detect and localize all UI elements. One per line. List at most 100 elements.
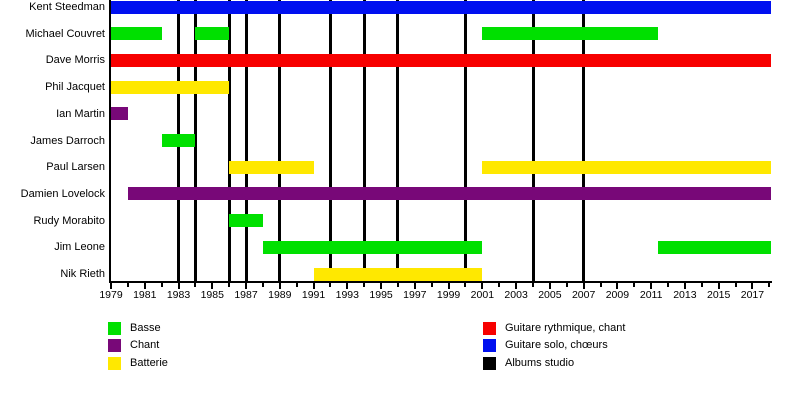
x-axis-major-tick — [650, 283, 653, 289]
legend-swatch-chant — [108, 339, 121, 353]
legend-swatch-guitare-rythmique — [483, 322, 496, 335]
album-studio-line — [582, 0, 586, 281]
x-axis-tick-label: 1985 — [200, 289, 224, 301]
legend-swatch-basse — [108, 322, 121, 335]
legend-item-chant: Chant — [108, 339, 408, 353]
album-studio-line — [193, 0, 197, 281]
legend-label: Chant — [130, 339, 160, 352]
x-axis-minor-tick — [228, 283, 231, 287]
member-bar-basse — [229, 214, 263, 228]
x-axis-tick-label: 1979 — [99, 289, 123, 301]
x-axis-major-tick — [143, 283, 146, 289]
x-axis-tick-label: 1987 — [234, 289, 258, 301]
member-label: Rudy Morabito — [33, 214, 105, 227]
album-studio-line — [531, 0, 535, 281]
member-bar-batterie — [229, 160, 314, 174]
album-studio-line — [244, 0, 248, 281]
x-axis-minor-tick — [126, 283, 129, 287]
member-bar-basse — [111, 27, 162, 41]
x-axis-tick-label: 2013 — [673, 289, 697, 301]
legend-swatch-albums-studio — [483, 356, 496, 370]
x-axis-minor-tick — [396, 283, 399, 287]
x-axis-tick-label: 2017 — [740, 289, 765, 301]
x-axis-tick-label: 2011 — [639, 289, 663, 301]
member-bar-batterie — [313, 267, 483, 281]
x-axis-major-tick — [515, 283, 518, 289]
legend-swatch-guitare-solo — [483, 339, 496, 353]
member-label: Kent Steedman — [29, 1, 105, 13]
x-axis-minor-tick — [700, 283, 703, 287]
legend-item-albums-studio: Albums studio — [483, 356, 783, 371]
x-axis-tick-label: 2015 — [706, 289, 731, 301]
x-axis-line — [109, 281, 772, 283]
legend-label: Albums studio — [505, 356, 575, 369]
x-axis-tick-label: 1991 — [301, 289, 326, 301]
x-axis-major-tick — [717, 283, 720, 289]
x-axis-major-tick — [380, 283, 383, 289]
x-axis-tick-label: 1989 — [268, 289, 292, 301]
album-studio-line — [328, 0, 332, 281]
legend-item-basse: Basse — [108, 322, 408, 336]
member-bar-guitare-solo — [111, 0, 771, 14]
x-axis-major-tick — [582, 283, 585, 289]
legend-item-guitare-rythmique: Guitare rythmique, chant — [483, 322, 783, 336]
x-axis-minor-tick — [363, 283, 366, 287]
x-axis-major-tick — [110, 283, 112, 289]
y-axis-line — [109, 0, 111, 283]
member-bar-chant — [111, 107, 128, 121]
member-label: Michael Couvret — [25, 27, 105, 40]
x-axis-major-tick — [278, 283, 281, 289]
x-axis-major-tick — [413, 283, 416, 289]
member-bar-basse — [262, 240, 483, 254]
album-studio-line — [362, 0, 366, 281]
album-studio-line — [278, 0, 282, 281]
member-bar-basse — [482, 27, 658, 41]
x-axis-minor-tick — [194, 283, 197, 287]
x-axis-major-tick — [312, 283, 315, 289]
member-label: Nik Rieth — [60, 268, 105, 280]
x-axis-tick-label: 2003 — [504, 289, 528, 301]
x-axis-minor-tick — [160, 283, 163, 287]
x-axis-minor-tick — [667, 283, 670, 287]
x-axis-tick-label: 2009 — [605, 289, 630, 301]
member-bar-batterie — [111, 80, 230, 94]
legend-item-batterie: Batterie — [108, 356, 408, 371]
x-axis-minor-tick — [430, 283, 433, 287]
x-axis-major-tick — [616, 283, 619, 289]
legend-label: Batterie — [130, 356, 168, 369]
member-bar-guitare-rythmique — [111, 53, 771, 67]
legend-label: Guitare solo, chœurs — [505, 339, 608, 352]
x-axis-tick-label: 1999 — [436, 289, 461, 301]
x-axis-tick-label: 1995 — [369, 289, 393, 301]
member-label: James Darroch — [30, 134, 105, 147]
x-axis-major-tick — [177, 283, 180, 289]
album-studio-line — [227, 0, 231, 281]
x-axis-tick-label: 2005 — [538, 289, 562, 301]
x-axis-major-tick — [211, 283, 214, 289]
legend-swatch-batterie — [108, 356, 121, 370]
x-axis-minor-tick — [532, 283, 534, 287]
x-axis-tick-label: 1981 — [133, 289, 157, 301]
album-studio-line — [463, 0, 467, 281]
member-label: Phil Jacquet — [45, 81, 105, 94]
member-label: Damien Lovelock — [20, 187, 105, 200]
legend-item-guitare-solo: Guitare solo, chœurs — [483, 339, 783, 353]
member-bar-basse — [161, 134, 196, 147]
x-axis-major-tick — [683, 283, 686, 289]
x-axis-major-tick — [245, 283, 248, 289]
x-axis-minor-tick — [768, 283, 771, 287]
x-axis-minor-tick — [295, 283, 298, 287]
x-axis-major-tick — [447, 283, 450, 289]
member-label: Dave Morris — [45, 54, 105, 67]
member-bar-chant — [127, 187, 771, 201]
x-axis-tick-label: 1993 — [335, 289, 359, 301]
x-axis-minor-tick — [329, 283, 332, 287]
legend-label: Guitare rythmique, chant — [505, 322, 626, 334]
member-label: Jim Leone — [54, 241, 105, 254]
x-axis-minor-tick — [599, 283, 602, 287]
x-axis-minor-tick — [261, 283, 264, 287]
member-bar-basse — [657, 240, 771, 254]
x-axis-minor-tick — [498, 283, 501, 287]
x-axis-tick-label: 2007 — [571, 289, 596, 301]
